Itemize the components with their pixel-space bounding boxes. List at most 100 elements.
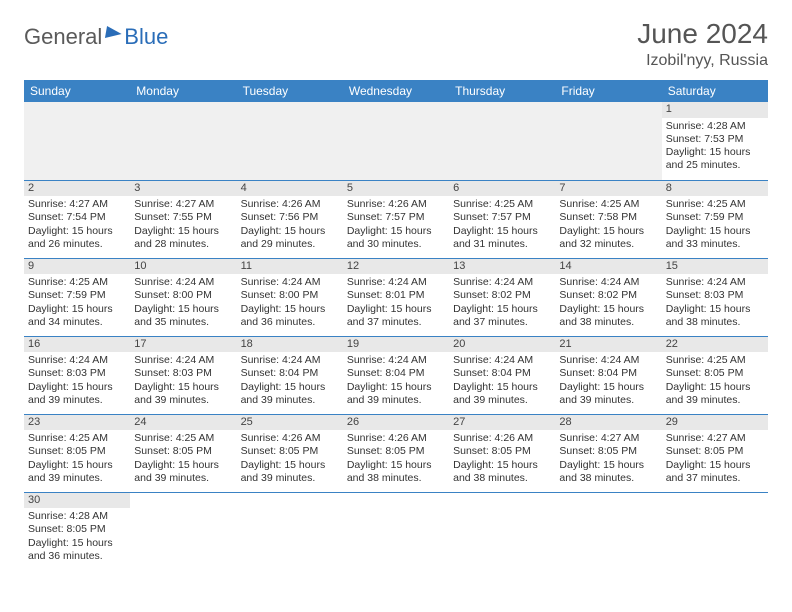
weekday-header: Saturday	[662, 80, 768, 102]
day-number: 10	[130, 259, 236, 275]
day-number: 24	[130, 415, 236, 431]
day-info: Sunrise: 4:27 AMSunset: 8:05 PMDaylight:…	[559, 432, 657, 485]
day-number: 23	[24, 415, 130, 431]
calendar-row: 23Sunrise: 4:25 AMSunset: 8:05 PMDayligh…	[24, 414, 768, 492]
calendar-cell: 6Sunrise: 4:25 AMSunset: 7:57 PMDaylight…	[449, 180, 555, 258]
calendar-cell: 21Sunrise: 4:24 AMSunset: 8:04 PMDayligh…	[555, 336, 661, 414]
day-info: Sunrise: 4:26 AMSunset: 7:56 PMDaylight:…	[241, 198, 339, 251]
day-number: 17	[130, 337, 236, 353]
calendar-row: 2Sunrise: 4:27 AMSunset: 7:54 PMDaylight…	[24, 180, 768, 258]
day-number: 19	[343, 337, 449, 353]
day-number: 29	[662, 415, 768, 431]
day-number: 26	[343, 415, 449, 431]
calendar-cell: 29Sunrise: 4:27 AMSunset: 8:05 PMDayligh…	[662, 414, 768, 492]
weekday-header: Tuesday	[237, 80, 343, 102]
calendar-row: 30Sunrise: 4:28 AMSunset: 8:05 PMDayligh…	[24, 492, 768, 570]
day-info: Sunrise: 4:27 AMSunset: 7:54 PMDaylight:…	[28, 198, 126, 251]
calendar-cell-empty	[24, 102, 130, 180]
calendar-cell: 11Sunrise: 4:24 AMSunset: 8:00 PMDayligh…	[237, 258, 343, 336]
calendar-cell-empty	[555, 102, 661, 180]
day-info: Sunrise: 4:25 AMSunset: 8:05 PMDaylight:…	[28, 432, 126, 485]
calendar-cell: 30Sunrise: 4:28 AMSunset: 8:05 PMDayligh…	[24, 492, 130, 570]
day-number: 6	[449, 181, 555, 197]
day-info: Sunrise: 4:25 AMSunset: 8:05 PMDaylight:…	[134, 432, 232, 485]
day-info: Sunrise: 4:28 AMSunset: 7:53 PMDaylight:…	[666, 120, 764, 173]
calendar-cell: 27Sunrise: 4:26 AMSunset: 8:05 PMDayligh…	[449, 414, 555, 492]
day-info: Sunrise: 4:24 AMSunset: 8:02 PMDaylight:…	[453, 276, 551, 329]
day-number: 4	[237, 181, 343, 197]
calendar-row: 1 Sunrise: 4:28 AMSunset: 7:53 PMDaylight…	[24, 102, 768, 180]
day-info: Sunrise: 4:25 AMSunset: 7:59 PMDaylight:…	[666, 198, 764, 251]
calendar-cell-empty	[130, 492, 236, 570]
day-number: 14	[555, 259, 661, 275]
day-number: 30	[24, 493, 130, 509]
calendar-cell: 25Sunrise: 4:26 AMSunset: 8:05 PMDayligh…	[237, 414, 343, 492]
calendar-table: SundayMondayTuesdayWednesdayThursdayFrid…	[24, 80, 768, 570]
calendar-cell-empty	[555, 492, 661, 570]
calendar-cell: 20Sunrise: 4:24 AMSunset: 8:04 PMDayligh…	[449, 336, 555, 414]
logo-text-blue: Blue	[124, 24, 168, 50]
day-info: Sunrise: 4:24 AMSunset: 8:00 PMDaylight:…	[134, 276, 232, 329]
logo: General Blue	[24, 24, 168, 50]
calendar-cell: 17Sunrise: 4:24 AMSunset: 8:03 PMDayligh…	[130, 336, 236, 414]
calendar-cell: 12Sunrise: 4:24 AMSunset: 8:01 PMDayligh…	[343, 258, 449, 336]
day-number: 27	[449, 415, 555, 431]
day-info: Sunrise: 4:25 AMSunset: 7:59 PMDaylight:…	[28, 276, 126, 329]
calendar-cell-empty	[449, 102, 555, 180]
calendar-cell: 8Sunrise: 4:25 AMSunset: 7:59 PMDaylight…	[662, 180, 768, 258]
day-info: Sunrise: 4:25 AMSunset: 8:05 PMDaylight:…	[666, 354, 764, 407]
day-info: Sunrise: 4:26 AMSunset: 8:05 PMDaylight:…	[241, 432, 339, 485]
weekday-header: Wednesday	[343, 80, 449, 102]
day-info: Sunrise: 4:25 AMSunset: 7:57 PMDaylight:…	[453, 198, 551, 251]
day-number: 22	[662, 337, 768, 353]
day-info: Sunrise: 4:24 AMSunset: 8:02 PMDaylight:…	[559, 276, 657, 329]
calendar-cell: 1 Sunrise: 4:28 AMSunset: 7:53 PMDaylight…	[662, 102, 768, 180]
day-number: 13	[449, 259, 555, 275]
day-info: Sunrise: 4:26 AMSunset: 8:05 PMDaylight:…	[453, 432, 551, 485]
logo-text-general: General	[24, 24, 102, 50]
day-info: Sunrise: 4:24 AMSunset: 8:04 PMDaylight:…	[241, 354, 339, 407]
day-info: Sunrise: 4:24 AMSunset: 8:04 PMDaylight:…	[453, 354, 551, 407]
calendar-cell: 9Sunrise: 4:25 AMSunset: 7:59 PMDaylight…	[24, 258, 130, 336]
day-number: 25	[237, 415, 343, 431]
day-number: 12	[343, 259, 449, 275]
calendar-cell: 14Sunrise: 4:24 AMSunset: 8:02 PMDayligh…	[555, 258, 661, 336]
weekday-header-row: SundayMondayTuesdayWednesdayThursdayFrid…	[24, 80, 768, 102]
day-info: Sunrise: 4:25 AMSunset: 7:58 PMDaylight:…	[559, 198, 657, 251]
weekday-header: Friday	[555, 80, 661, 102]
month-title: June 2024	[637, 18, 768, 50]
calendar-cell: 24Sunrise: 4:25 AMSunset: 8:05 PMDayligh…	[130, 414, 236, 492]
calendar-cell: 28Sunrise: 4:27 AMSunset: 8:05 PMDayligh…	[555, 414, 661, 492]
day-info: Sunrise: 4:24 AMSunset: 8:04 PMDaylight:…	[559, 354, 657, 407]
calendar-cell: 18Sunrise: 4:24 AMSunset: 8:04 PMDayligh…	[237, 336, 343, 414]
day-info: Sunrise: 4:26 AMSunset: 7:57 PMDaylight:…	[347, 198, 445, 251]
calendar-cell-empty	[237, 102, 343, 180]
day-number: 3	[130, 181, 236, 197]
calendar-cell: 3Sunrise: 4:27 AMSunset: 7:55 PMDaylight…	[130, 180, 236, 258]
day-info: Sunrise: 4:27 AMSunset: 7:55 PMDaylight:…	[134, 198, 232, 251]
weekday-header: Sunday	[24, 80, 130, 102]
day-number: 11	[237, 259, 343, 275]
day-number: 1	[662, 102, 768, 118]
day-info: Sunrise: 4:27 AMSunset: 8:05 PMDaylight:…	[666, 432, 764, 485]
calendar-row: 9Sunrise: 4:25 AMSunset: 7:59 PMDaylight…	[24, 258, 768, 336]
calendar-cell: 16Sunrise: 4:24 AMSunset: 8:03 PMDayligh…	[24, 336, 130, 414]
day-number: 8	[662, 181, 768, 197]
day-number: 7	[555, 181, 661, 197]
day-info: Sunrise: 4:24 AMSunset: 8:03 PMDaylight:…	[28, 354, 126, 407]
day-info: Sunrise: 4:24 AMSunset: 8:03 PMDaylight:…	[666, 276, 764, 329]
calendar-cell-empty	[130, 102, 236, 180]
calendar-row: 16Sunrise: 4:24 AMSunset: 8:03 PMDayligh…	[24, 336, 768, 414]
calendar-cell: 23Sunrise: 4:25 AMSunset: 8:05 PMDayligh…	[24, 414, 130, 492]
weekday-header: Thursday	[449, 80, 555, 102]
calendar-cell: 22Sunrise: 4:25 AMSunset: 8:05 PMDayligh…	[662, 336, 768, 414]
day-number: 2	[24, 181, 130, 197]
calendar-cell-empty	[343, 102, 449, 180]
logo-arrow-icon	[105, 26, 123, 38]
day-number: 15	[662, 259, 768, 275]
day-number: 28	[555, 415, 661, 431]
day-info: Sunrise: 4:28 AMSunset: 8:05 PMDaylight:…	[28, 510, 126, 563]
calendar-cell: 4Sunrise: 4:26 AMSunset: 7:56 PMDaylight…	[237, 180, 343, 258]
day-number: 16	[24, 337, 130, 353]
title-block: June 2024 Izobil'nyy, Russia	[637, 18, 768, 70]
